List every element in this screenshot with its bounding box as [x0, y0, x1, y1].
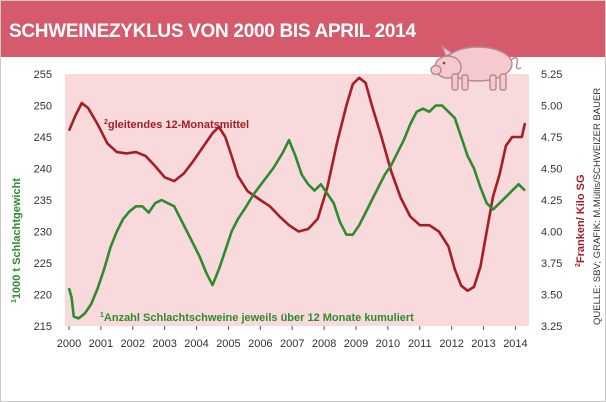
x-tick-label: 2008	[312, 338, 336, 350]
x-tick-label: 2014	[503, 338, 527, 350]
x-tick-label: 2009	[344, 338, 368, 350]
x-tick-label: 2003	[152, 338, 176, 350]
y-left-tick-label: 240	[34, 164, 52, 176]
x-tick-label: 2002	[121, 338, 145, 350]
y-left-tick-label: 220	[34, 290, 52, 302]
source-credit: QUELLE: SBV; GRAFIK: M.Müllis/SCHWEIZER …	[592, 88, 603, 325]
y-right-tick-label: 4.50	[541, 164, 562, 176]
x-tick-label: 2010	[376, 338, 400, 350]
x-tick-label: 2007	[280, 338, 304, 350]
y-right-tick-label: 3.75	[541, 258, 562, 270]
pig-icon	[430, 44, 522, 91]
x-tick-label: 2011	[408, 338, 432, 350]
y-right-tick-label: 3.25	[541, 321, 562, 333]
y-right-tick-label: 4.75	[541, 132, 562, 144]
y-left-tick-label: 235	[34, 195, 52, 207]
y-axis-left-label: 11000 t Schlachtgewicht	[11, 178, 23, 303]
title-banner: SCHWEINEZYKLUS VON 2000 BIS APRIL 2014	[1, 1, 605, 57]
y-right-tick-label: 5.00	[541, 101, 562, 113]
y-left-tick-label: 255	[34, 69, 52, 81]
series-line-green	[67, 104, 526, 320]
y-axis-right-label: 2Franken/ Kilo SG	[575, 174, 587, 267]
x-tick-label: 2005	[216, 338, 240, 350]
y-axis-left: 255 250 245 240 235 230 225 220 215	[34, 69, 52, 333]
y-right-tick-label: 4.25	[541, 195, 562, 207]
x-tick-label: 2001	[89, 338, 113, 350]
y-right-tick-label: 4.00	[541, 227, 562, 239]
x-tick-label: 2013	[471, 338, 495, 350]
y-left-tick-label: 230	[34, 227, 52, 239]
y-left-tick-label: 250	[34, 101, 52, 113]
x-tick-label: 2012	[439, 338, 463, 350]
x-tick-label: 2000	[57, 338, 81, 350]
x-tick-label: 2006	[248, 338, 272, 350]
y-left-tick-label: 225	[34, 258, 52, 270]
chart-title: SCHWEINEZYKLUS VON 2000 BIS APRIL 2014	[9, 21, 416, 42]
x-axis: 2000 2001 2002 2003 2004 2005 2006 2007 2008 2009…	[57, 326, 528, 350]
red-series-annotation: 2gleitendes 12-Monatsmittel	[104, 119, 249, 131]
series-line-red	[67, 76, 527, 292]
y-axis-right: 5.25 5.00 4.75 4.50 4.25 4.00 3.75 3.50 3.25	[541, 69, 562, 333]
y-left-tick-label: 215	[34, 321, 52, 333]
y-right-tick-label: 3.50	[541, 290, 562, 302]
plot-area	[65, 74, 529, 326]
x-tick-label: 2004	[184, 338, 208, 350]
green-series-annotation: 1Anzahl Schlachtschweine jeweils über 12…	[100, 312, 414, 324]
y-right-tick-label: 5.25	[541, 69, 562, 81]
y-left-tick-label: 245	[34, 132, 52, 144]
